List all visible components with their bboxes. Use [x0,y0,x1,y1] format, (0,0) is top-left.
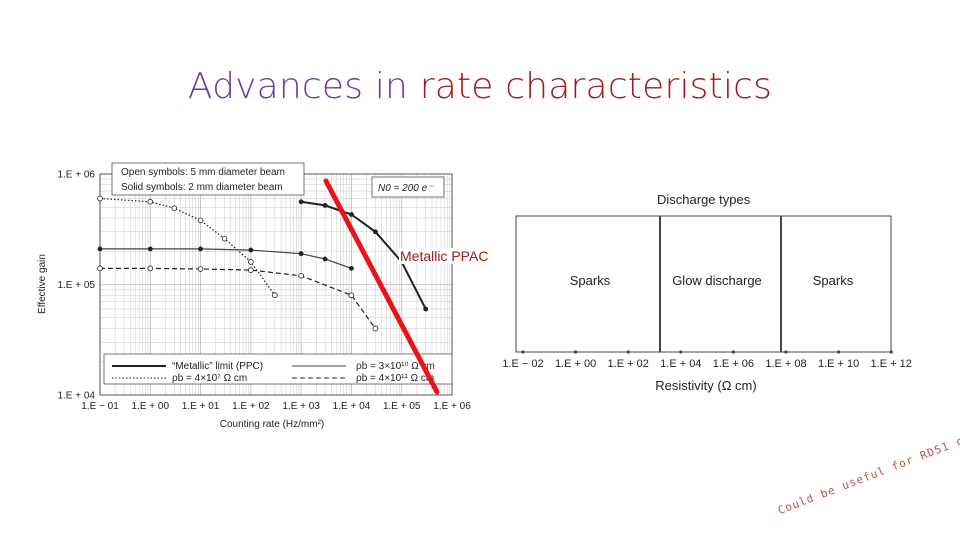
x-tick-label: 1.E + 06 [433,401,471,412]
n0-box [371,176,445,198]
x-tick-label: 1.E + 10 [818,358,859,370]
data-point [198,246,203,252]
x-tick-label: 1.E + 05 [383,401,421,412]
x-tick-mark [679,350,683,354]
x-tick-mark [889,350,893,354]
data-point [147,199,154,205]
data-point [197,266,204,272]
x-tick-label: 1.E + 01 [182,401,220,412]
resistivity-x-ticks: 1.E − 02 1.E + 00 1.E + 02 1.E + 04 1.E + 06… [502,350,912,370]
beam-legend-open: Open symbols: 5 mm diameter beam [121,167,285,178]
x-tick-label: 1.E + 02 [608,358,649,370]
data-point [248,267,254,273]
title-part-1: Advances in [187,66,409,107]
data-point [197,217,204,224]
slide-title: Advances in rate characteristics [0,66,960,107]
x-tick-label: 1.E + 03 [282,401,320,412]
x-tick-label: 1.E + 08 [765,358,806,370]
x-tick-label: 1.E + 04 [660,358,701,370]
data-point [423,306,429,312]
region-glow-discharge: Glow discharge [672,273,762,288]
x-tick-label: 1.E − 01 [81,401,119,412]
data-point [349,265,354,271]
beam-legend-solid: Solid symbols: 2 mm diameter beam [121,182,283,193]
data-point [349,212,354,217]
x-tick-mark [731,350,736,354]
discharge-types-title: Discharge types [657,192,751,207]
data-point [171,205,178,212]
data-point [298,251,304,257]
data-point [322,256,328,262]
beam-legend-box [111,162,305,196]
x-tick-label: 1.E + 00 [555,358,596,370]
title-part-2: rate characteristics [419,66,773,107]
gain-y-ticks: 1.E + 06 1.E + 05 1.E + 04 [57,170,95,402]
region-sparks-left: Sparks [570,273,611,288]
legend-metallic-limit: “Metallic” limit (PPC) [172,361,263,372]
data-point [248,247,254,253]
data-point [221,235,228,242]
x-tick-mark [521,350,525,354]
legend-rho-3e10: ρb = 3×10¹⁰ Ω cm [356,361,435,372]
x-tick-label: 1.E + 04 [333,401,371,412]
y-tick-label: 1.E + 05 [57,280,95,291]
data-point [348,292,355,299]
gain-chart-points [97,195,429,332]
data-point [248,259,254,265]
data-point [322,202,328,208]
x-tick-mark [784,350,788,354]
data-point [97,195,103,202]
data-point [97,265,103,272]
data-point [147,246,153,252]
data-point [97,246,103,252]
gain-x-ticks: 1.E − 01 1.E + 00 1.E + 01 1.E + 02 1.E + 03… [81,401,471,412]
data-point [298,199,304,205]
x-tick-mark [626,350,630,354]
y-tick-label: 1.E + 06 [57,170,95,181]
y-tick-label: 1.E + 04 [57,391,95,402]
x-tick-label: 1.E + 02 [232,401,270,412]
data-point [298,272,304,279]
x-tick-mark [837,350,841,354]
gain-x-axis-label: Counting rate (Hz/mm²) [220,419,324,430]
metallic-ppac-label: Metallic PPAC [399,248,490,264]
discharge-frame [515,215,892,353]
region-sparks-right: Sparks [813,273,854,288]
metallic-ppac-line [323,178,440,395]
n0-label: N0 = 200 e⁻ [378,183,433,194]
x-tick-label: 1.E + 00 [132,401,170,412]
x-tick-label: 1.E − 02 [502,358,543,370]
x-tick-mark [574,350,578,354]
data-point [147,265,154,272]
x-tick-label: 1.E + 12 [871,358,912,370]
series-line-0 [300,200,427,310]
data-point [372,325,379,332]
resistivity-legend-box [103,353,453,385]
legend-rho-4e11: ρb = 4×10¹¹ Ω cm [356,373,434,384]
data-point [272,292,278,299]
legend-rho-4e7: ρb = 4×10⁷ Ω cm [172,373,247,384]
data-point [373,229,378,235]
resistivity-axis-label: Resistivity (Ω cm) [655,378,756,393]
x-tick-label: 1.E + 06 [713,358,754,370]
gain-y-axis-label: Effective gain [37,254,48,314]
